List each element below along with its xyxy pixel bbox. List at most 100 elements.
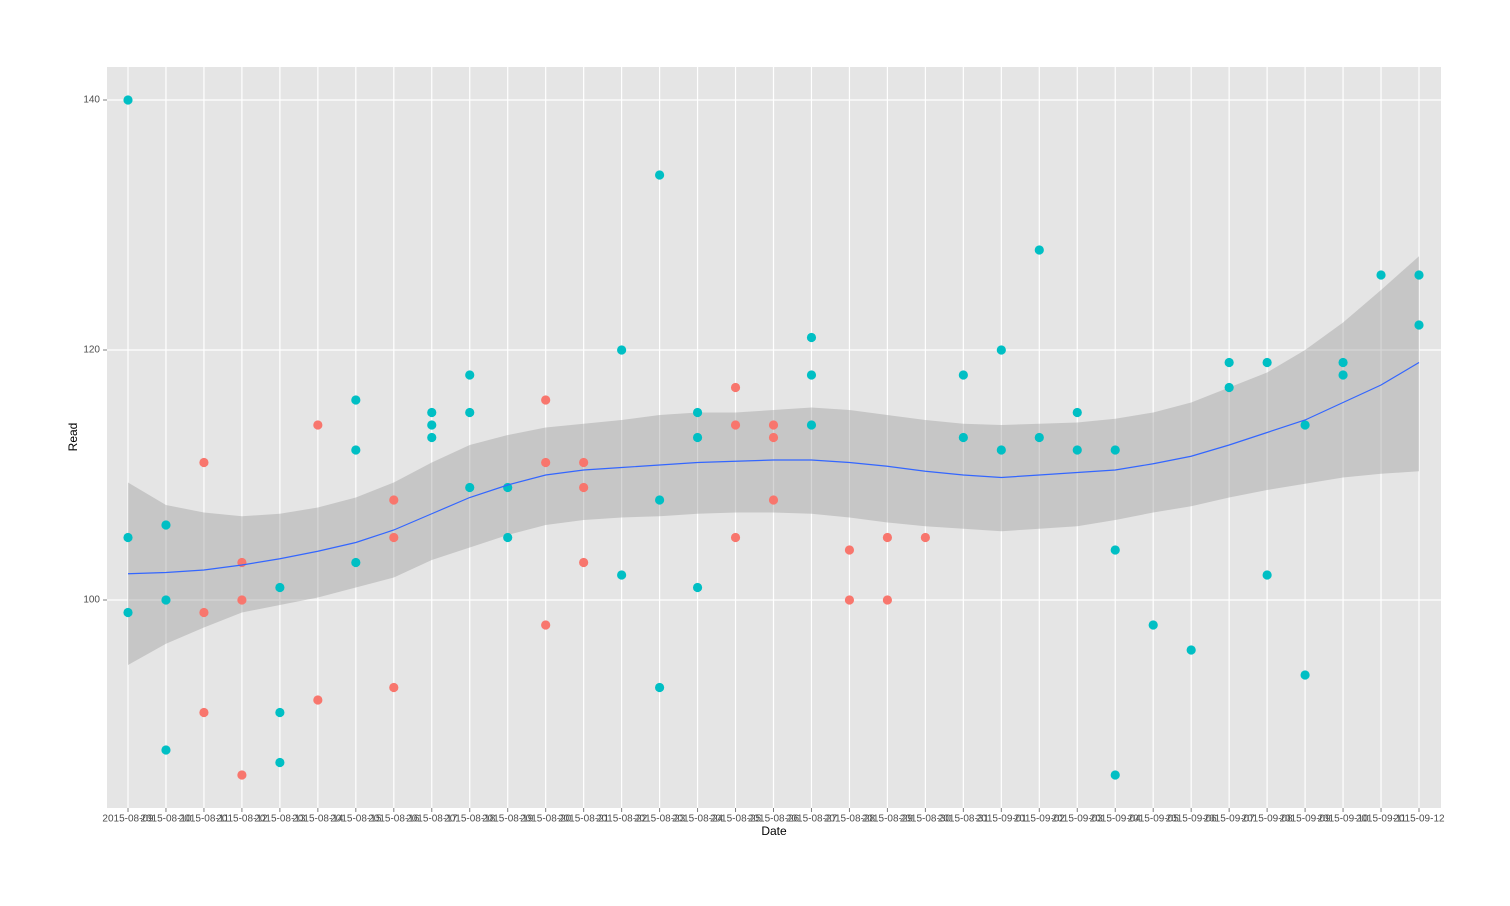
- point: [351, 395, 361, 405]
- point: [768, 432, 779, 443]
- x-tick-label: 2015-08-31: [938, 814, 990, 825]
- x-tick-label: 2015-08-10: [140, 814, 192, 825]
- point: [1072, 407, 1082, 418]
- point: [579, 482, 589, 493]
- x-tick-label: 2015-09-12: [1393, 814, 1445, 825]
- x-tick-label: 2015-08-29: [862, 814, 914, 825]
- x-tick-label: 2015-08-26: [748, 814, 800, 825]
- point: [806, 332, 817, 343]
- point: [427, 432, 437, 443]
- x-tick-label: 2015-09-04: [1090, 814, 1142, 825]
- point: [617, 570, 627, 580]
- point: [199, 607, 209, 618]
- x-tick-label: 2015-08-20: [520, 814, 572, 825]
- x-tick-label: 2015-09-08: [1242, 814, 1294, 825]
- point: [465, 482, 475, 493]
- x-tick-label: 2015-08-19: [482, 814, 534, 825]
- x-tick-label: 2015-08-18: [444, 814, 496, 825]
- point: [123, 607, 133, 618]
- point: [1262, 357, 1272, 368]
- x-tick-label: 2015-09-07: [1204, 814, 1256, 825]
- y-axis-title: Read: [66, 423, 80, 452]
- smooth-line: [127, 361, 1420, 575]
- point: [844, 595, 855, 605]
- x-tick-label: 2015-08-24: [672, 814, 724, 825]
- point: [1338, 370, 1348, 380]
- point: [730, 532, 741, 543]
- point: [692, 432, 703, 443]
- point: [389, 682, 399, 693]
- point: [1414, 320, 1424, 330]
- x-tick-label: 2015-09-01: [976, 814, 1028, 825]
- confidence-band: [128, 256, 1419, 665]
- point: [617, 345, 627, 355]
- x-tick-label: 2015-09-05: [1128, 814, 1180, 825]
- x-tick-label: 2015-08-23: [634, 814, 686, 825]
- x-tick-label: 2015-09-10: [1317, 814, 1369, 825]
- point: [1224, 357, 1234, 368]
- point: [806, 420, 817, 430]
- point: [503, 532, 513, 543]
- point: [1034, 245, 1044, 255]
- x-tick-label: 2015-08-22: [596, 814, 648, 825]
- point: [275, 757, 285, 768]
- x-tick-label: 2015-08-11: [179, 814, 230, 825]
- point: [654, 170, 665, 180]
- x-tick-label: 2015-09-03: [1052, 814, 1104, 825]
- y-tick-label: 140: [83, 95, 100, 106]
- x-tick-label: 2015-09-11: [1356, 814, 1407, 825]
- point: [958, 432, 968, 443]
- point: [958, 370, 968, 380]
- x-tick-label: 2015-08-12: [216, 814, 268, 825]
- point: [465, 370, 475, 380]
- x-tick-label: 2015-08-13: [254, 814, 306, 825]
- point: [1148, 620, 1158, 630]
- point: [313, 420, 323, 430]
- x-axis-title: Date: [761, 824, 787, 838]
- point: [199, 457, 209, 468]
- y-tick-label: 100: [83, 595, 100, 606]
- x-tick-label: 2015-09-02: [1014, 814, 1066, 825]
- point: [692, 407, 703, 418]
- point: [920, 532, 930, 543]
- point: [579, 457, 589, 468]
- point: [389, 532, 399, 543]
- x-tick-label: 2015-09-09: [1280, 814, 1332, 825]
- x-tick-label: 2015-08-28: [824, 814, 876, 825]
- point: [1110, 445, 1120, 455]
- point: [1186, 645, 1196, 655]
- point: [313, 695, 323, 705]
- point: [1110, 770, 1120, 780]
- point: [1376, 270, 1386, 280]
- point: [1338, 357, 1348, 368]
- point: [579, 557, 589, 568]
- point: [1034, 432, 1044, 443]
- point: [1224, 382, 1234, 393]
- point: [1262, 570, 1272, 580]
- x-tick-label: 2015-08-17: [406, 814, 458, 825]
- point: [692, 582, 703, 593]
- x-tick-label: 2015-08-15: [330, 814, 382, 825]
- x-tick-label: 2015-08-14: [292, 814, 344, 825]
- point: [351, 445, 361, 455]
- point: [654, 682, 665, 693]
- point: [996, 345, 1006, 355]
- point: [161, 520, 171, 530]
- point: [199, 707, 209, 718]
- point: [541, 620, 551, 630]
- point: [541, 457, 551, 468]
- point: [768, 495, 779, 505]
- point: [275, 707, 285, 718]
- point: [427, 407, 437, 418]
- point: [1300, 420, 1310, 430]
- point: [654, 495, 665, 505]
- point: [882, 532, 893, 543]
- point: [237, 595, 247, 605]
- point: [1414, 270, 1424, 280]
- y-tick-label: 120: [83, 345, 100, 356]
- point: [1072, 445, 1082, 455]
- point: [730, 420, 741, 430]
- point: [427, 420, 437, 430]
- point: [351, 557, 361, 568]
